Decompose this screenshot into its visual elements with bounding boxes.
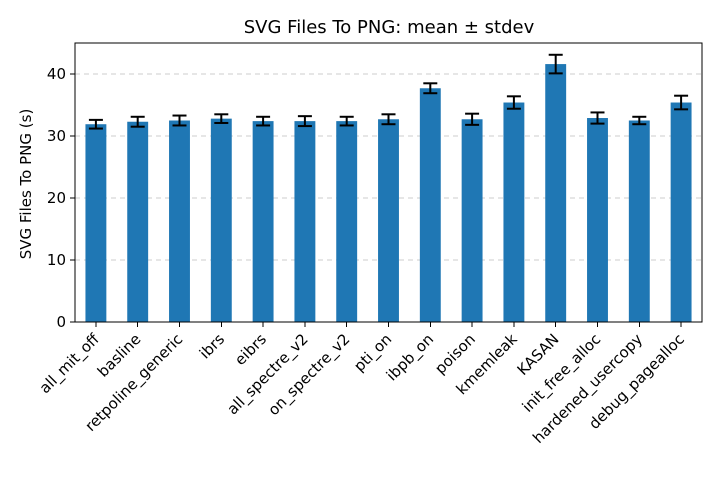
bar: [378, 119, 399, 322]
y-axis-ticks: 0 10 20 30 40: [47, 65, 75, 331]
bar: [85, 124, 107, 322]
bar: [461, 119, 483, 322]
x-tick-label: all_mit_off: [36, 330, 104, 398]
bar: [336, 121, 358, 323]
bars: [85, 64, 692, 323]
bar: [169, 120, 190, 322]
y-tick-label: 20: [47, 189, 66, 207]
x-tick-label: ibrs: [196, 330, 228, 362]
bar: [503, 102, 525, 323]
bar: [294, 121, 316, 323]
bar: [127, 121, 149, 323]
bar: [545, 64, 567, 322]
y-tick-label: 10: [47, 251, 66, 269]
x-tick-label: ibpb_on: [383, 330, 438, 385]
bar: [419, 88, 441, 322]
bar: [252, 121, 274, 323]
bar: [670, 102, 692, 323]
error-bars: [88, 53, 689, 130]
y-axis-label: SVG Files To PNG (s): [17, 109, 35, 260]
y-tick-label: 40: [47, 65, 66, 83]
y-tick-label: 0: [56, 313, 66, 331]
x-tick-label: eibrs: [231, 330, 270, 369]
chart-title: SVG Files To PNG: mean ± stdev: [244, 17, 535, 38]
bar: [587, 118, 608, 323]
bar: [628, 120, 650, 322]
bar: [210, 118, 232, 322]
y-tick-label: 30: [47, 127, 66, 145]
